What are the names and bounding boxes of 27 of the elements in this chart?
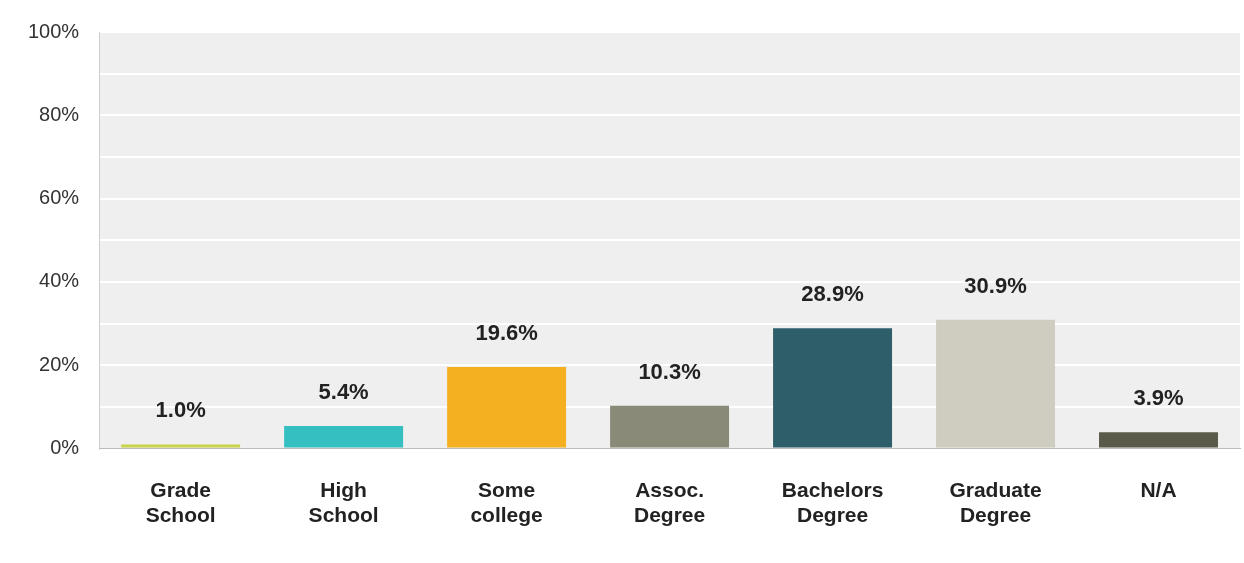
bar — [1099, 432, 1218, 448]
y-tick-label: 20% — [39, 352, 80, 375]
y-tick-label: 40% — [39, 269, 80, 292]
x-tick-label: Assoc. Degree — [633, 478, 706, 527]
bar — [610, 405, 730, 448]
data-label: 28.9% — [801, 281, 864, 307]
x-tick-label: High School — [308, 478, 379, 527]
bar — [773, 328, 893, 448]
bar — [284, 426, 404, 448]
data-label: 19.6% — [475, 320, 538, 346]
x-tick-label: Graduate Degree — [949, 478, 1042, 527]
y-tick-label: 80% — [39, 102, 80, 125]
data-label: 1.0% — [155, 397, 206, 423]
bar — [121, 444, 241, 448]
y-tick-label: 0% — [50, 436, 80, 459]
x-tick-label: Grade School — [145, 478, 216, 527]
y-tick-label: 60% — [39, 186, 80, 209]
data-label: 5.4% — [318, 379, 369, 405]
data-label: 30.9% — [964, 272, 1027, 298]
y-tick-label: 100% — [28, 19, 80, 42]
bar — [936, 319, 1056, 448]
x-tick-label: Bachelors Degree — [781, 478, 884, 527]
data-label: 3.9% — [1133, 385, 1184, 411]
x-tick-label: Some college — [470, 478, 543, 527]
x-tick-label: N/A — [1140, 478, 1177, 501]
data-label: 10.3% — [638, 358, 701, 384]
bar — [447, 366, 567, 448]
